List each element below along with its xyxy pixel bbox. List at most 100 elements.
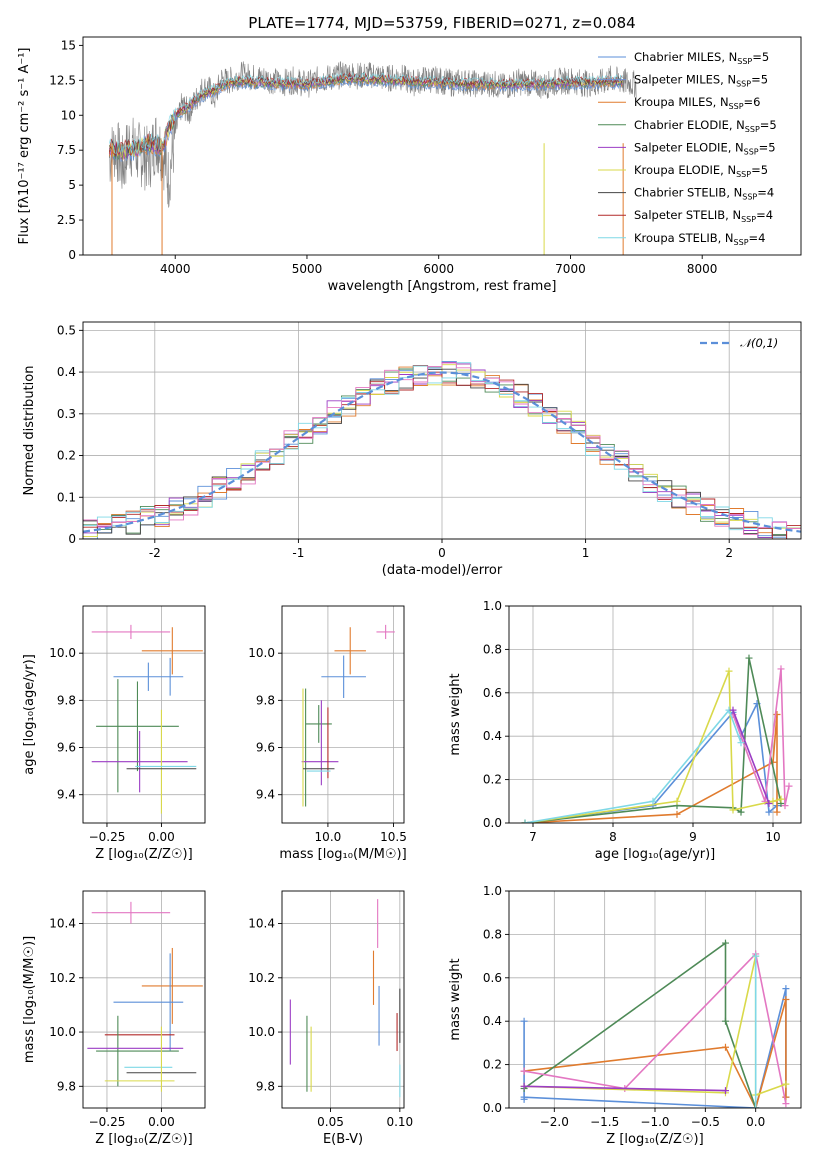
weight-marker (520, 1067, 528, 1075)
y-tick-label: 0.0 (483, 816, 502, 830)
y-tick-label: 0 (68, 248, 76, 262)
legend-entry: Kroupa MILES, NSSP=6 (634, 95, 760, 111)
y-tick-label: 0.4 (57, 365, 76, 379)
age-vs-z-panel: −0.25 0.00 9.4 9.6 9.8 10.0 Z [log₁₀(Z/Z☉)] age… (22, 605, 206, 862)
weight-marker (782, 1100, 790, 1108)
x-axis-label: wavelength [Angstrom, rest frame] (328, 279, 557, 294)
y-tick-label: 9.6 (256, 741, 275, 755)
legend-entry: Chabrier MILES, NSSP=5 (634, 50, 769, 66)
x-tick-label: −0.5 (691, 1115, 720, 1129)
y-tick-label: 2.5 (57, 213, 76, 227)
residual-histogram (83, 362, 801, 531)
weight-marker (721, 1043, 729, 1051)
weight-marker (737, 739, 745, 747)
weight-marker (521, 819, 529, 823)
x-axis-label: Z [log₁₀(Z/Z☉)] (95, 1132, 192, 1147)
weight-series-line (523, 941, 757, 1108)
observed-spectrum (109, 61, 637, 208)
legend-entry: Salpeter ELODIE, NSSP=5 (634, 140, 776, 156)
weight-marker (777, 795, 785, 803)
residual-histogram (83, 368, 801, 539)
y-tick-label: 10.0 (248, 646, 275, 660)
x-tick-label: 5000 (292, 262, 323, 276)
weight-marker (725, 667, 733, 675)
weight-marker (752, 1104, 760, 1108)
weight-marker (673, 797, 681, 805)
weight-marker (729, 806, 737, 814)
weight-marker (729, 706, 737, 714)
y-tick-label: 0.8 (483, 927, 502, 941)
y-tick-label: 10 (61, 108, 76, 122)
x-tick-label: 10 (765, 830, 780, 844)
weight-marker (520, 1017, 528, 1025)
y-tick-label: 10.0 (248, 1025, 275, 1039)
weight-vs-age-plot-area (521, 654, 793, 823)
weight-series-line (524, 708, 742, 823)
y-tick-label: 9.8 (57, 693, 76, 707)
y-tick-label: 1.0 (483, 884, 502, 898)
weight-marker (782, 1080, 790, 1088)
y-tick-label: 9.8 (256, 693, 275, 707)
y-tick-label: 0.8 (483, 642, 502, 656)
x-tick-label: 0.00 (148, 830, 175, 844)
y-tick-label: 0.4 (483, 1014, 502, 1028)
mass-vs-z-plot-area (87, 901, 203, 1092)
weight-marker (752, 952, 760, 960)
y-tick-label: 0.5 (57, 323, 76, 337)
x-tick-label: 6000 (423, 262, 454, 276)
weight-series-line (524, 1085, 726, 1092)
weight-marker (769, 797, 777, 805)
weight-marker (782, 985, 790, 993)
weight-marker (765, 799, 773, 807)
legend-entry: Salpeter MILES, NSSP=5 (634, 73, 768, 89)
weight-marker (777, 665, 785, 673)
y-tick-label: 0.4 (483, 729, 502, 743)
age-vs-mass-panel: 10.0 10.5 9.4 9.6 9.8 10.0 mass [log₁₀(M/M☉)] (248, 605, 407, 862)
legend-entry: Chabrier ELODIE, NSSP=5 (634, 118, 777, 134)
weight-marker (785, 782, 793, 790)
y-tick-label: 9.8 (57, 1079, 76, 1093)
y-tick-label: 10.4 (49, 917, 76, 931)
residual-histogram (83, 362, 801, 535)
y-tick-label: 10.2 (248, 971, 275, 985)
legend-entry: Kroupa ELODIE, NSSP=5 (634, 163, 768, 179)
normal-curve (83, 371, 801, 533)
x-tick-label: 1 (582, 546, 590, 560)
x-tick-label: 0.10 (386, 1115, 413, 1129)
axes-frame (508, 605, 802, 824)
x-tick-label: 8000 (687, 262, 718, 276)
weight-series-line (523, 952, 787, 1104)
y-tick-label: 9.4 (256, 788, 275, 802)
x-tick-label: 7 (529, 830, 537, 844)
y-tick-label: 0.6 (483, 686, 502, 700)
y-tick-label: 10.4 (248, 917, 275, 931)
y-tick-label: 10.2 (49, 971, 76, 985)
weight-marker (773, 808, 781, 816)
x-tick-label: 4000 (160, 262, 191, 276)
x-axis-label: Z [log₁₀(Z/Z☉)] (95, 847, 192, 862)
chart-title: PLATE=1774, MJD=53759, FIBERID=0271, z=0… (248, 14, 635, 32)
mass-vs-z-panel: −0.25 0.00 9.8 10.0 10.2 10.4 Z [log₁₀(Z/Z☉)] m… (22, 890, 206, 1147)
x-tick-label: 9 (689, 830, 697, 844)
x-axis-label: E(B-V) (323, 1132, 363, 1147)
y-tick-label: 0.2 (57, 449, 76, 463)
weight-vs-z-panel: −2.0 −1.5 −1.0 −0.5 0.0 0.0 0.2 0.4 0.6 0.8 1.0 Z [… (448, 884, 802, 1147)
y-axis-label: mass weight (448, 673, 463, 755)
y-tick-label: 9.4 (57, 788, 76, 802)
x-tick-label: 0.00 (148, 1115, 175, 1129)
y-tick-label: 7.5 (57, 143, 76, 157)
x-tick-label: 8 (609, 830, 617, 844)
x-tick-label: 0 (438, 546, 446, 560)
x-tick-label: −1.0 (640, 1115, 669, 1129)
x-tick-label: 10.0 (315, 830, 342, 844)
axes-frame (82, 605, 206, 824)
weight-marker (773, 711, 781, 718)
weight-marker (673, 810, 681, 818)
y-tick-label: 10.0 (49, 646, 76, 660)
model-spectrum-line (108, 71, 623, 155)
y-axis-label: Flux [fλ10⁻¹⁷ erg cm⁻² s⁻¹ A⁻¹] (17, 48, 32, 245)
axes-frame (281, 890, 405, 1109)
weight-marker (745, 654, 753, 662)
x-axis-label: age [log₁₀(age/yr)] (595, 847, 716, 862)
